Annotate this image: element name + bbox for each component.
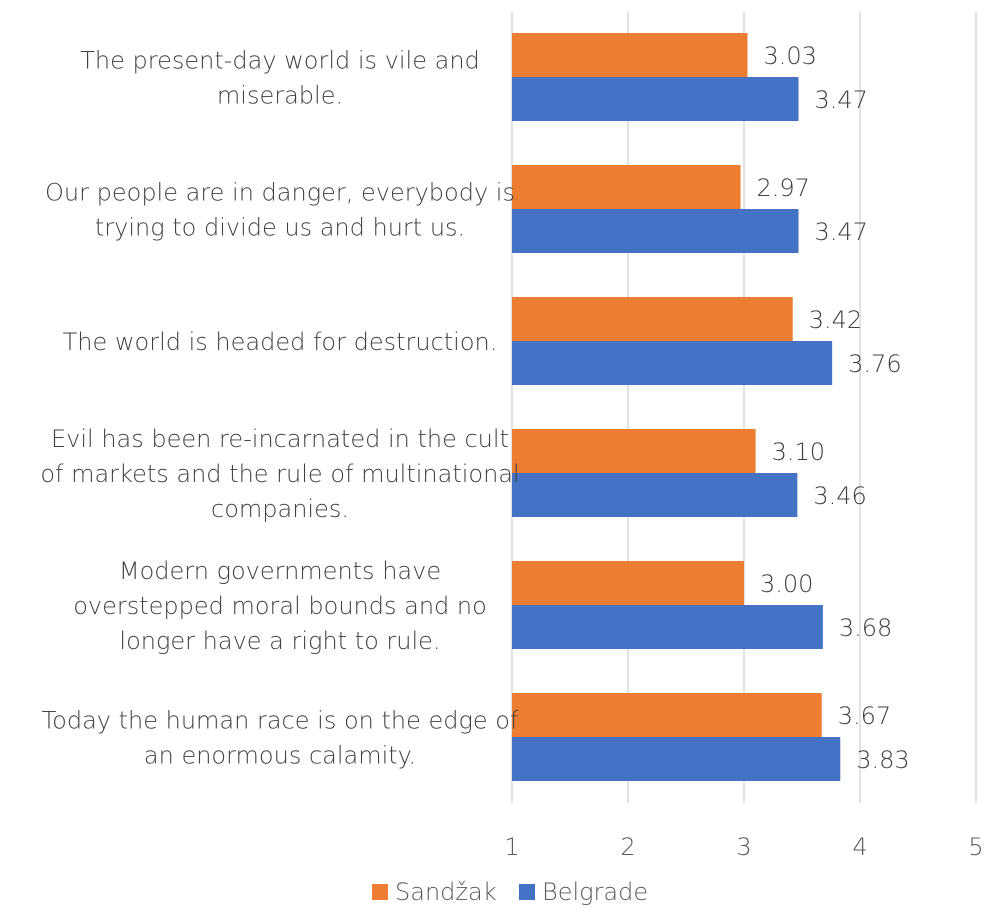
data-label: 3.68 (839, 614, 892, 642)
data-label: 3.47 (815, 218, 868, 246)
bar-sandzak (512, 297, 793, 341)
data-label: 2.97 (757, 174, 810, 202)
bar-belgrade (512, 209, 799, 253)
data-label: 3.00 (760, 570, 813, 598)
data-label: 3.42 (809, 306, 862, 334)
legend: Sandžak Belgrade (372, 878, 648, 906)
category-label: Evil has been re-incarnated in the cult (51, 425, 509, 453)
data-label: 3.83 (856, 746, 909, 774)
x-tick-label: 1 (504, 833, 519, 861)
category-label: Modern governments have (119, 557, 441, 585)
legend-swatch-sandzak (372, 884, 388, 900)
category-label: The present-day world is vile and (80, 47, 480, 75)
bar-sandzak (512, 33, 748, 77)
bar-sandzak (512, 429, 756, 473)
category-label: companies. (211, 495, 349, 523)
category-label: overstepped moral bounds and no (73, 592, 487, 620)
bar-belgrade (512, 77, 799, 121)
x-tick-label: 4 (852, 833, 867, 861)
category-label: miserable. (217, 82, 343, 110)
bars (512, 33, 841, 781)
bar-belgrade (512, 341, 833, 385)
bar-belgrade (512, 737, 841, 781)
legend-swatch-belgrade (519, 884, 535, 900)
category-label: trying to divide us and hurt us. (95, 214, 465, 242)
gridlines (511, 12, 977, 803)
bar-sandzak (512, 561, 744, 605)
x-tick-label: 3 (736, 833, 751, 861)
data-label: 3.03 (763, 42, 816, 70)
category-label: of markets and the rule of multinational (40, 460, 519, 488)
legend-label-belgrade: Belgrade (542, 878, 648, 906)
category-label: The world is headed for destruction. (63, 328, 498, 356)
data-label: 3.10 (772, 438, 825, 466)
bar-belgrade (512, 605, 823, 649)
data-label: 3.67 (838, 702, 891, 730)
data-label: 3.47 (815, 86, 868, 114)
data-label: 3.46 (813, 482, 866, 510)
category-label: an enormous calamity. (144, 742, 416, 770)
category-label: Today the human race is on the edge of (42, 707, 519, 735)
data-labels: 3.033.472.973.473.423.763.103.463.003.68… (757, 42, 910, 774)
bar-belgrade (512, 473, 798, 517)
x-axis-ticks: 1 2 3 4 5 (504, 833, 983, 861)
category-label: Our people are in danger, everybody is (45, 179, 515, 207)
legend-label-sandzak: Sandžak (395, 878, 497, 906)
bar-sandzak (512, 165, 741, 209)
data-label: 3.76 (848, 350, 901, 378)
x-tick-label: 5 (968, 833, 983, 861)
category-labels: The present-day world is vile and miserab… (40, 47, 519, 770)
category-label: longer have a right to rule. (119, 627, 440, 655)
x-tick-label: 2 (620, 833, 635, 861)
bar-sandzak (512, 693, 822, 737)
